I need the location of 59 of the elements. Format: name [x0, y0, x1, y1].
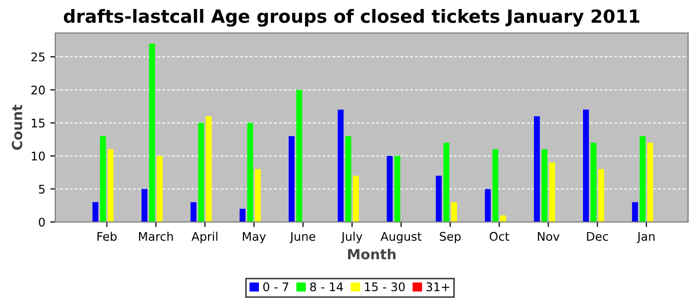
x-tick-label: July — [340, 232, 362, 244]
x-axis-title: Month — [348, 248, 396, 260]
bar — [647, 142, 654, 222]
x-tick-label: May — [242, 232, 266, 244]
bar — [142, 188, 148, 222]
bar — [583, 110, 589, 222]
bar — [640, 136, 646, 222]
bar — [198, 122, 204, 222]
bar — [500, 215, 506, 222]
x-tick-label: Sep — [440, 232, 461, 244]
x-tick-label: Nov — [538, 232, 560, 241]
legend-label: 8 - 14 — [310, 282, 343, 292]
bar — [542, 149, 548, 222]
x-tick-label: April — [192, 232, 218, 244]
x-tick-label: June — [290, 232, 316, 244]
x-tick-label: Feb — [98, 232, 117, 241]
x-tick-label: Jan — [636, 232, 654, 244]
bar — [590, 142, 596, 222]
bar — [484, 188, 491, 222]
x-tick-label: Dec — [587, 232, 608, 241]
bar — [254, 169, 261, 222]
bar — [149, 44, 156, 222]
bar — [190, 202, 196, 222]
bar — [443, 142, 450, 222]
bar — [534, 116, 540, 222]
chart-title: drafts-lastcall Age groups of closed tickets January 2011 — [64, 9, 640, 27]
bar — [598, 169, 604, 222]
bar — [352, 176, 359, 222]
x-tick-label: March — [139, 232, 173, 241]
y-tick-label: 20 — [31, 86, 45, 94]
x-tick-label: Oct — [490, 232, 510, 241]
bar — [436, 176, 442, 222]
y-tick-label: 25 — [31, 52, 45, 62]
bar — [492, 149, 498, 222]
legend-label: 15 - 30 — [365, 282, 405, 292]
bar — [296, 90, 302, 222]
bar — [338, 110, 344, 222]
legend-label: 0 - 7 — [263, 282, 288, 292]
bar — [345, 136, 352, 222]
bar — [632, 202, 638, 222]
bar — [386, 156, 393, 222]
bar — [288, 136, 295, 222]
bar — [100, 136, 106, 222]
y-tick-label: 5 — [38, 184, 45, 194]
bar — [240, 208, 246, 222]
bar — [92, 202, 98, 222]
bar — [206, 116, 212, 222]
bar — [394, 156, 400, 222]
bar — [108, 149, 114, 222]
y-tick-label: 10 — [32, 152, 45, 161]
bar — [451, 202, 457, 222]
y-tick-label: 0 — [38, 218, 45, 227]
x-tick-label: August — [380, 232, 422, 244]
bar — [156, 156, 163, 222]
y-axis-title: Count — [12, 104, 22, 150]
y-tick-label: 15 — [32, 118, 45, 128]
bar — [549, 162, 556, 222]
legend-label: 31+ — [426, 282, 450, 292]
bar — [247, 122, 254, 222]
